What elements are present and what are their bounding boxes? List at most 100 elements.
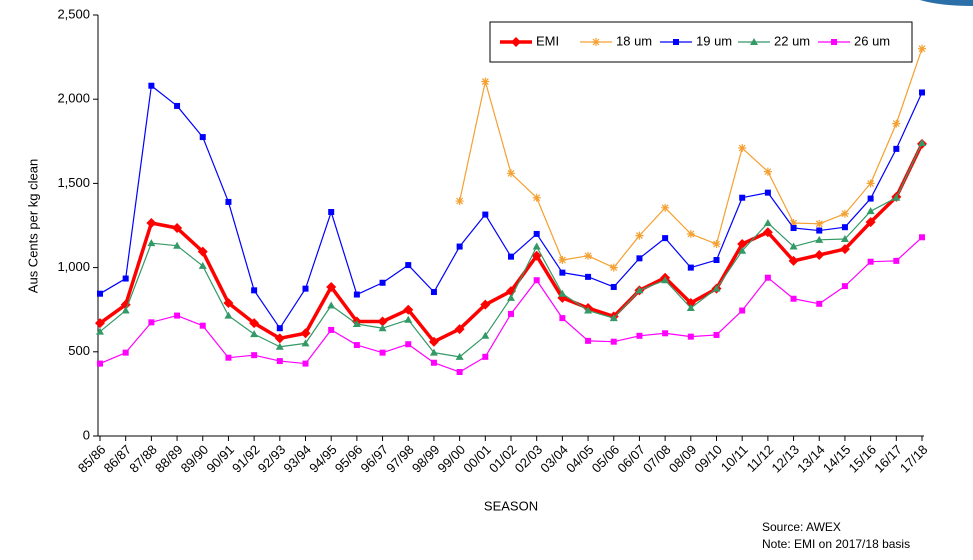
data-point (840, 209, 849, 218)
data-point (302, 360, 309, 367)
data-point (764, 274, 771, 281)
data-point (328, 326, 335, 333)
x-tick-label: 98/99 (409, 442, 443, 476)
data-point (764, 189, 771, 196)
data-point (198, 261, 207, 269)
x-tick-label: 91/92 (229, 442, 263, 476)
data-point (866, 207, 875, 215)
data-point (585, 337, 592, 344)
data-point (250, 330, 259, 338)
data-point (508, 253, 514, 260)
data-point (686, 304, 695, 312)
data-point (507, 169, 515, 178)
data-point (867, 195, 874, 202)
data-point (738, 144, 747, 153)
data-point (661, 276, 670, 284)
data-point (789, 218, 798, 227)
data-point (199, 322, 206, 329)
data-point (251, 287, 258, 294)
x-tick-label: 89/90 (178, 442, 212, 476)
x-axis-label: SEASON (484, 498, 538, 513)
legend-label: 18 um (616, 33, 652, 48)
basis-note: Note: EMI on 2017/18 basis (762, 537, 910, 551)
data-point (585, 273, 592, 280)
data-point (687, 333, 694, 340)
data-point (762, 227, 773, 238)
x-tick-label: 87/88 (126, 442, 160, 476)
data-point (430, 289, 437, 296)
data-point (378, 324, 387, 332)
data-point (814, 249, 825, 260)
data-point (148, 82, 155, 89)
data-point (120, 299, 131, 310)
data-point (379, 279, 386, 286)
x-tick-label: 12/13 (768, 442, 802, 476)
data-point (377, 316, 388, 327)
data-point (584, 251, 593, 260)
x-tick-label: 16/17 (871, 442, 905, 476)
legend-label: EMI (536, 33, 559, 48)
data-point (251, 352, 258, 359)
data-point (249, 318, 260, 329)
legend-label: 22 um (774, 33, 810, 48)
x-tick-label: 14/15 (820, 442, 854, 476)
data-point (301, 339, 310, 347)
data-point (815, 219, 824, 228)
data-point (379, 349, 386, 356)
data-point (531, 250, 542, 261)
data-point (174, 312, 181, 319)
data-point (482, 353, 489, 360)
data-point (481, 77, 490, 86)
data-point (816, 300, 823, 307)
data-point (893, 257, 900, 264)
data-point (839, 244, 850, 255)
data-point (148, 319, 155, 326)
data-point (455, 197, 464, 206)
data-point (559, 269, 566, 276)
y-tick-label: 1,500 (57, 175, 90, 190)
y-axis-label: Aus Cents per kg clean (25, 159, 40, 293)
data-point (841, 283, 848, 290)
data-point (918, 44, 926, 53)
data-point (790, 295, 797, 302)
x-tick-label: 11/12 (743, 442, 776, 475)
data-point (225, 354, 232, 361)
x-tick-label: 17/18 (897, 442, 931, 476)
data-point (609, 314, 618, 322)
data-point (326, 281, 337, 292)
data-point (353, 342, 360, 349)
data-point (405, 262, 412, 269)
y-tick-label: 0 (83, 427, 90, 442)
data-point (636, 332, 643, 339)
data-point (816, 227, 823, 234)
data-point (405, 341, 412, 348)
x-tick-label: 95/96 (332, 442, 366, 476)
data-point (507, 293, 515, 301)
legend-marker (592, 38, 600, 46)
data-point (352, 320, 361, 328)
data-point (147, 239, 156, 247)
data-point (738, 246, 747, 254)
data-point (96, 327, 104, 335)
data-point (146, 217, 157, 228)
legend-marker (750, 38, 758, 45)
data-point (609, 263, 618, 272)
data-point (454, 324, 465, 335)
data-point (197, 246, 208, 257)
data-point (739, 307, 746, 314)
data-point (919, 234, 925, 241)
data-point (122, 349, 129, 356)
data-point (223, 297, 234, 308)
x-tick-label: 01/02 (486, 442, 520, 476)
data-point (456, 243, 463, 250)
y-tick-label: 2,000 (57, 91, 90, 106)
data-point (300, 328, 311, 339)
y-tick-label: 500 (68, 343, 90, 358)
data-point (481, 331, 490, 339)
x-tick-label: 94/95 (306, 442, 340, 476)
legend-marker (511, 37, 521, 47)
data-point (919, 89, 925, 96)
data-point (687, 264, 694, 271)
x-tick-label: 96/97 (357, 442, 391, 476)
data-point (610, 338, 617, 345)
